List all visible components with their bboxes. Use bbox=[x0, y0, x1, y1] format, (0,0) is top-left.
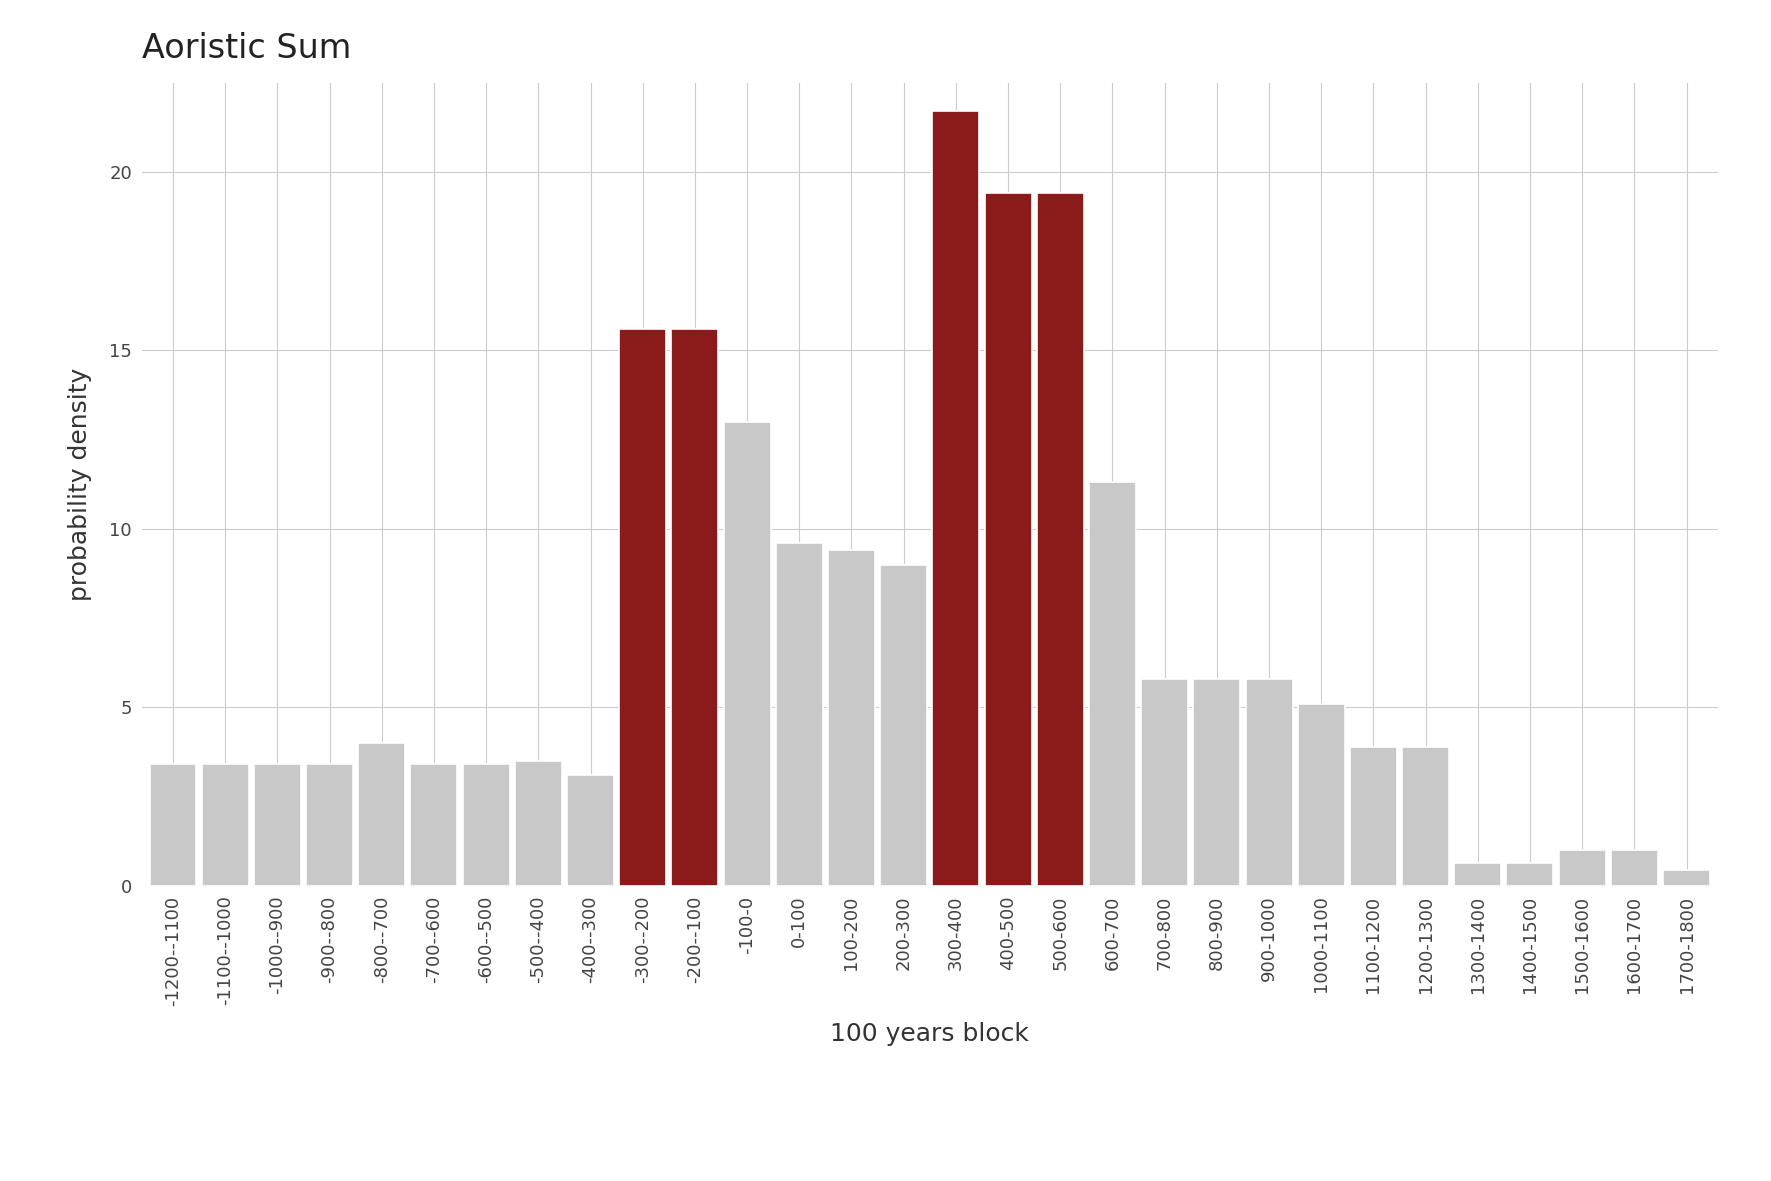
Bar bbox=[1663, 869, 1711, 886]
Bar bbox=[1350, 746, 1397, 886]
Bar bbox=[1141, 679, 1188, 886]
Bar bbox=[411, 764, 457, 886]
Bar bbox=[671, 329, 719, 886]
Bar bbox=[724, 422, 770, 886]
Bar bbox=[1194, 679, 1240, 886]
Bar bbox=[829, 550, 875, 886]
Bar bbox=[515, 761, 561, 886]
Bar bbox=[1558, 850, 1606, 886]
Bar bbox=[149, 764, 197, 886]
Bar bbox=[776, 543, 824, 886]
Bar bbox=[567, 775, 615, 886]
Bar bbox=[358, 743, 406, 886]
Bar bbox=[1507, 862, 1553, 886]
Bar bbox=[932, 111, 979, 886]
X-axis label: 100 years block: 100 years block bbox=[831, 1023, 1029, 1046]
Bar bbox=[1454, 862, 1502, 886]
Bar bbox=[620, 329, 666, 886]
Bar bbox=[1298, 704, 1344, 886]
Bar bbox=[1036, 194, 1084, 886]
Bar bbox=[880, 565, 928, 886]
Text: Aoristic Sum: Aoristic Sum bbox=[142, 32, 351, 65]
Y-axis label: probability density: probability density bbox=[69, 367, 92, 601]
Bar bbox=[1612, 850, 1658, 886]
Bar bbox=[253, 764, 301, 886]
Bar bbox=[1403, 746, 1449, 886]
Bar bbox=[306, 764, 352, 886]
Bar bbox=[985, 194, 1031, 886]
Bar bbox=[202, 764, 248, 886]
Bar bbox=[1089, 482, 1135, 886]
Bar bbox=[462, 764, 510, 886]
Bar bbox=[1245, 679, 1293, 886]
